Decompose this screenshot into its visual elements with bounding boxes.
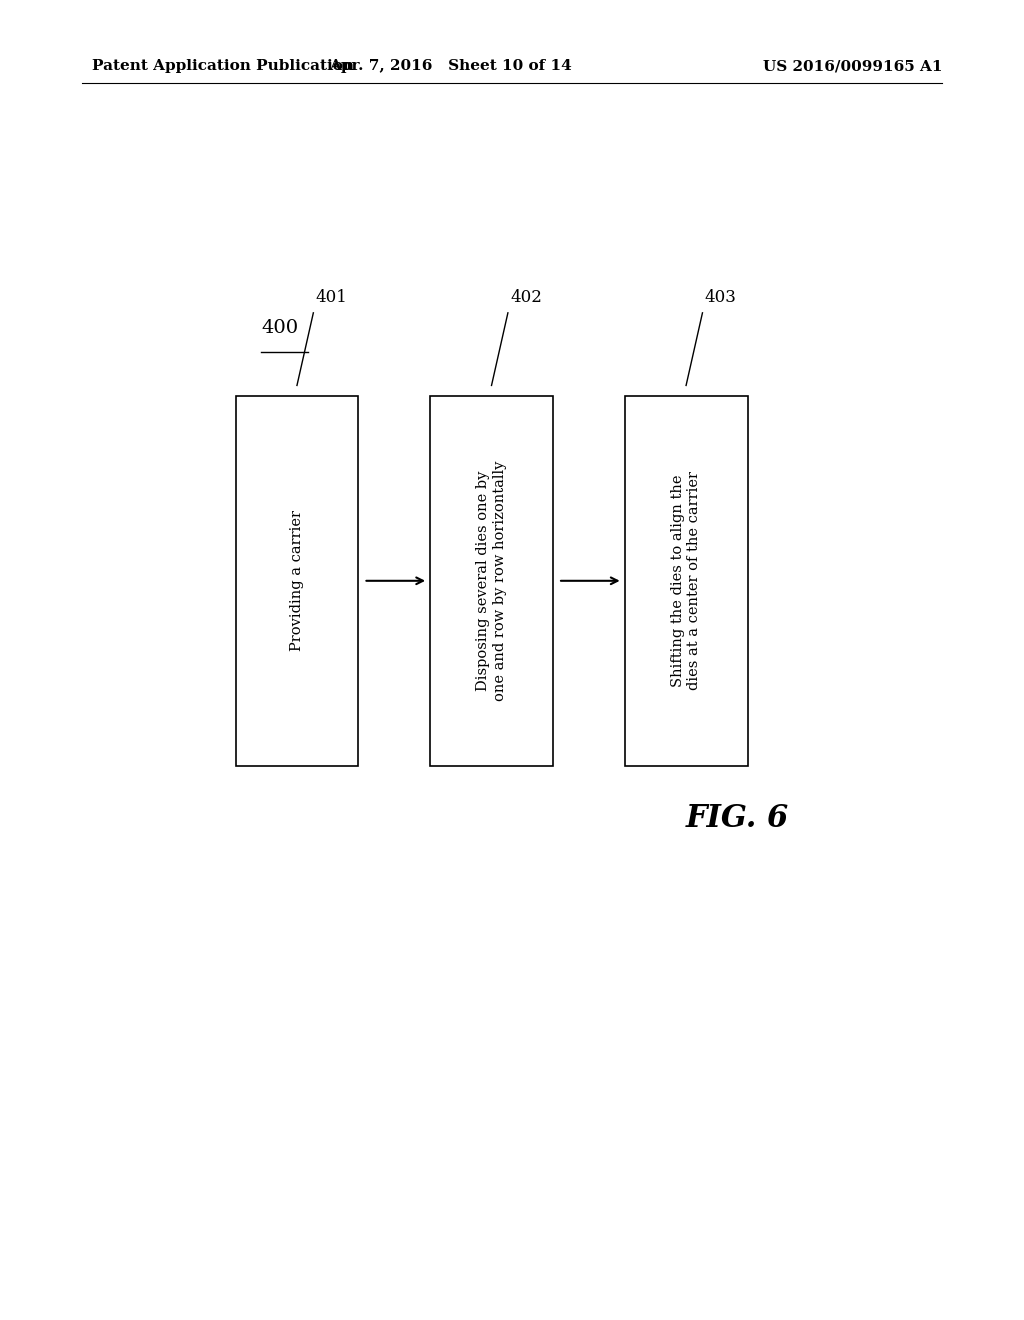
Text: 400: 400 <box>261 318 298 337</box>
Text: FIG. 6: FIG. 6 <box>686 803 788 834</box>
Text: 401: 401 <box>315 289 347 305</box>
FancyBboxPatch shape <box>625 396 748 766</box>
FancyBboxPatch shape <box>236 396 358 766</box>
Text: Providing a carrier: Providing a carrier <box>290 511 304 651</box>
Text: Patent Application Publication: Patent Application Publication <box>92 59 354 74</box>
Text: Apr. 7, 2016   Sheet 10 of 14: Apr. 7, 2016 Sheet 10 of 14 <box>329 59 572 74</box>
FancyBboxPatch shape <box>430 396 553 766</box>
Text: US 2016/0099165 A1: US 2016/0099165 A1 <box>763 59 942 74</box>
Text: 402: 402 <box>510 289 542 305</box>
Text: Shifting the dies to align the
dies at a center of the carrier: Shifting the dies to align the dies at a… <box>671 471 701 690</box>
Text: Disposing several dies one by
one and row by row horizontally: Disposing several dies one by one and ro… <box>476 461 507 701</box>
Text: 403: 403 <box>705 289 736 305</box>
